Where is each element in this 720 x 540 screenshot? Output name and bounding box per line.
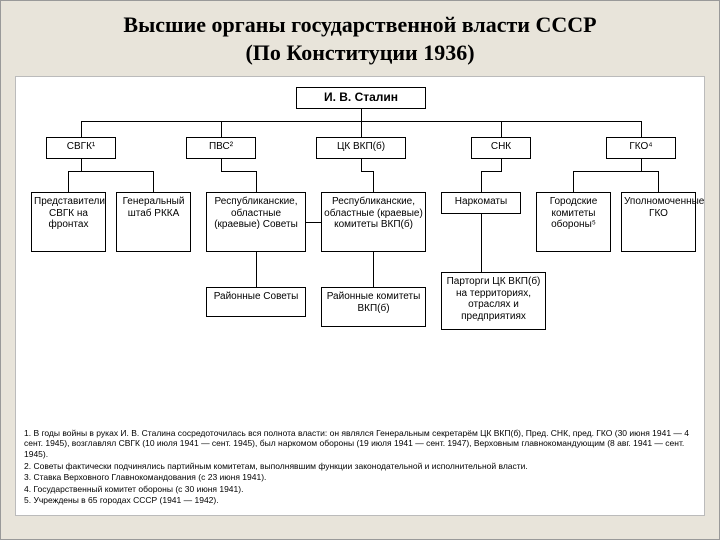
connector <box>573 171 659 172</box>
page-outer: Высшие органы государственной власти ССС… <box>0 0 720 540</box>
connector <box>221 121 222 137</box>
connector <box>81 159 82 171</box>
footnote-1: 1. В годы войны в руках И. В. Сталина со… <box>24 428 696 460</box>
footnote-2: 2. Советы фактически подчинялись партийн… <box>24 461 696 472</box>
connector <box>373 171 374 192</box>
org-chart: И. В. Сталин СВГК¹ ПВС² ЦК ВКП(б) СНК ГК… <box>15 76 705 516</box>
title-line-2: (По Конституции 1936) <box>245 40 474 65</box>
footnote-3: 3. Ставка Верховного Главнокомандования … <box>24 472 696 483</box>
connector <box>68 171 69 192</box>
connector <box>361 109 362 121</box>
connector <box>658 171 659 192</box>
connector <box>373 252 374 287</box>
node-pvs: ПВС² <box>186 137 256 159</box>
title-line-1: Высшие органы государственной власти ССС… <box>123 12 596 37</box>
node-r2-2: Республиканские, областные (краевые) Сов… <box>206 192 306 252</box>
footnotes: 1. В годы войны в руках И. В. Сталина со… <box>24 428 696 507</box>
node-snk: СНК <box>471 137 531 159</box>
connector <box>221 159 222 171</box>
connector <box>641 121 642 137</box>
connector <box>153 171 154 192</box>
node-gko: ГКО⁴ <box>606 137 676 159</box>
connector <box>81 121 82 137</box>
connector <box>501 159 502 171</box>
node-r2-1: Генеральный штаб РККА <box>116 192 191 252</box>
node-root: И. В. Сталин <box>296 87 426 109</box>
connector <box>256 252 257 287</box>
connector <box>501 121 502 137</box>
node-r2-6: Уполномоченные ГКО <box>621 192 696 252</box>
node-r3-1: Районные комитеты ВКП(б) <box>321 287 426 327</box>
connector <box>573 171 574 192</box>
node-r2-3: Республиканские, областные (краевые) ком… <box>321 192 426 252</box>
connector <box>256 171 257 192</box>
connector <box>641 159 642 171</box>
connector <box>306 222 321 223</box>
connector <box>481 214 482 272</box>
node-svgk: СВГК¹ <box>46 137 116 159</box>
node-ck: ЦК ВКП(б) <box>316 137 406 159</box>
footnote-5: 5. Учреждены в 65 городах СССР (1941 — 1… <box>24 495 696 506</box>
connector <box>68 171 154 172</box>
connector <box>221 171 256 172</box>
node-r2-4: Наркоматы <box>441 192 521 214</box>
connector <box>481 171 482 192</box>
node-r2-0: Представители СВГК на фронтах <box>31 192 106 252</box>
node-r2-5: Городские комитеты обороны⁵ <box>536 192 611 252</box>
footnote-4: 4. Государственный комитет обороны (с 30… <box>24 484 696 495</box>
connector <box>361 159 362 171</box>
node-r3-0: Районные Советы <box>206 287 306 317</box>
connector <box>481 171 502 172</box>
page-title: Высшие органы государственной власти ССС… <box>13 11 707 66</box>
connector <box>361 121 362 137</box>
node-r3-2: Парторги ЦК ВКП(б) на территориях, отрас… <box>441 272 546 330</box>
